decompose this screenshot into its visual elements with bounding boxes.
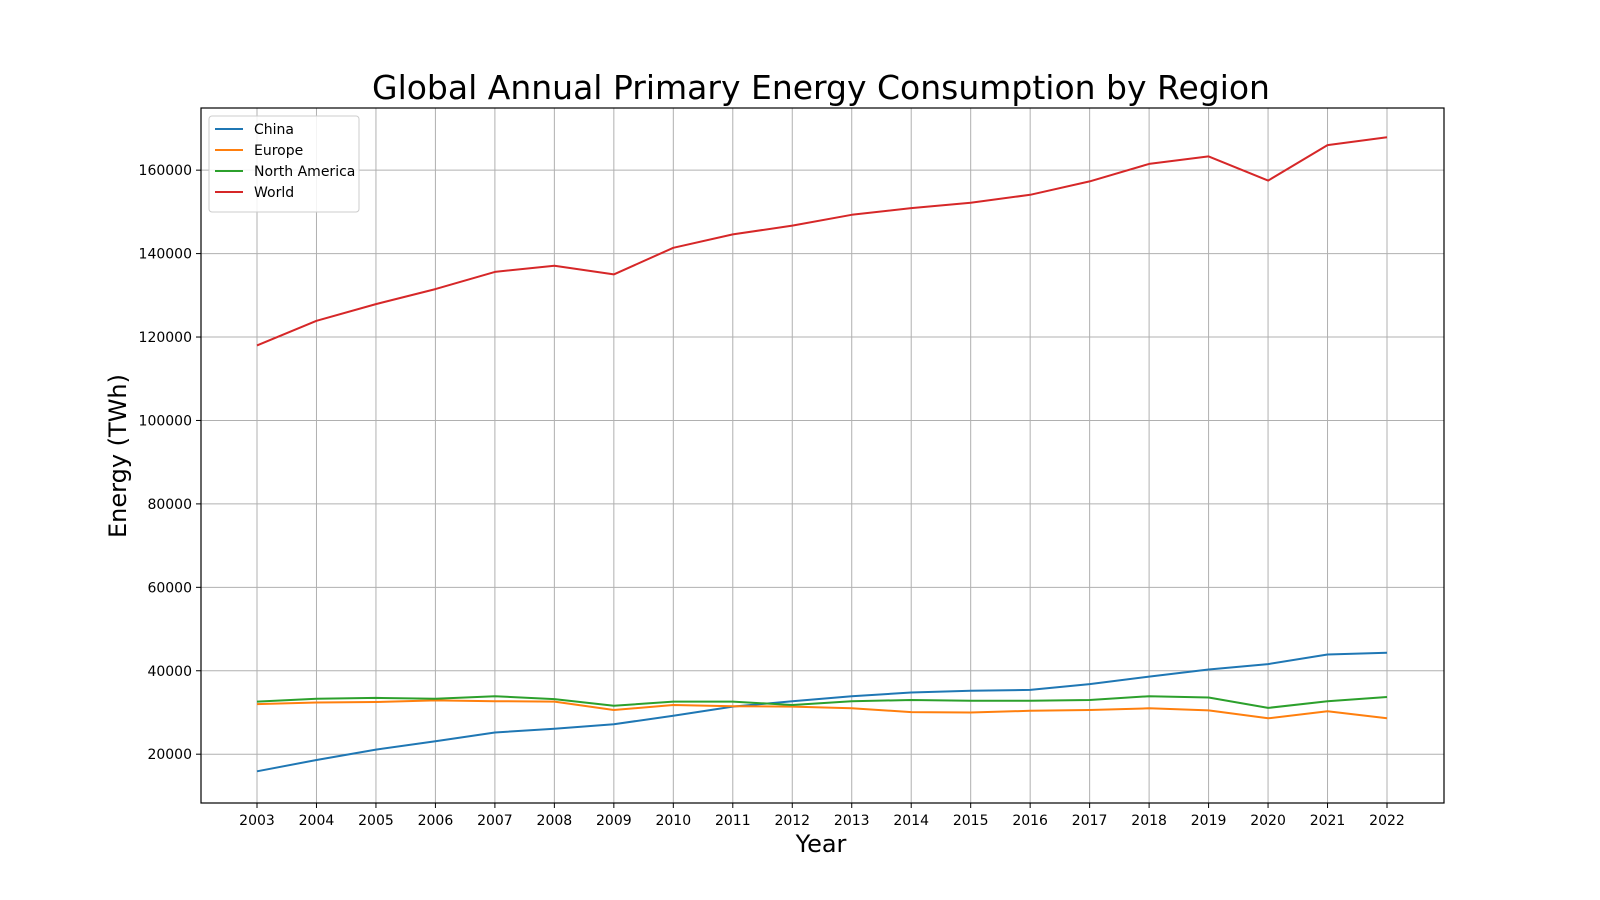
legend-label: China xyxy=(254,122,294,138)
legend: China Europe North America World xyxy=(208,115,360,213)
ticks: 2003 2004 2005 2006 2007 2008 2009 2010 2011 2012… xyxy=(139,163,1405,829)
x-tick-label: 2015 xyxy=(953,813,989,829)
x-tick-label: 2003 xyxy=(239,813,275,829)
x-tick-label: 2005 xyxy=(358,813,394,829)
chart-title: Global Annual Primary Energy Consumption… xyxy=(372,68,1270,107)
legend-label: Europe xyxy=(254,143,303,159)
legend-label: World xyxy=(254,185,294,201)
x-tick-label: 2012 xyxy=(774,813,810,829)
y-tick-label: 160000 xyxy=(139,163,192,179)
series-line-world xyxy=(256,136,1388,347)
x-tick-label: 2019 xyxy=(1191,813,1227,829)
plot-frame xyxy=(200,107,1445,804)
grid xyxy=(201,108,1444,803)
x-tick-label: 2008 xyxy=(537,813,573,829)
y-tick-label: 60000 xyxy=(147,580,192,596)
series-line-europe xyxy=(256,699,1388,720)
x-tick-label: 2011 xyxy=(715,813,751,829)
x-tick-label: 2013 xyxy=(834,813,870,829)
y-tick-label: 80000 xyxy=(147,497,192,513)
y-tick-label: 140000 xyxy=(139,247,192,263)
x-axis-label: Year xyxy=(795,830,847,858)
x-tick-label: 2022 xyxy=(1369,813,1405,829)
x-tick-label: 2020 xyxy=(1250,813,1286,829)
x-tick-label: 2018 xyxy=(1131,813,1167,829)
y-tick-label: 40000 xyxy=(147,664,192,680)
y-axis-label: Energy (TWh) xyxy=(104,374,132,538)
x-tick-label: 2014 xyxy=(893,813,929,829)
x-tick-label: 2007 xyxy=(477,813,513,829)
x-tick-label: 2016 xyxy=(1012,813,1048,829)
x-tick-label: 2009 xyxy=(596,813,632,829)
y-tick-label: 120000 xyxy=(139,330,192,346)
x-tick-label: 2004 xyxy=(299,813,335,829)
y-tick-label: 100000 xyxy=(139,413,192,429)
x-tick-label: 2010 xyxy=(655,813,691,829)
x-tick-label: 2006 xyxy=(418,813,454,829)
y-tick-label: 20000 xyxy=(147,747,192,763)
legend-box xyxy=(208,115,360,213)
legend-label: North America xyxy=(254,164,355,180)
x-tick-label: 2017 xyxy=(1072,813,1108,829)
axes xyxy=(200,107,1445,804)
series-line-north-america xyxy=(256,695,1388,709)
x-tick-label: 2021 xyxy=(1310,813,1346,829)
series-lines xyxy=(256,136,1388,773)
series-line-china xyxy=(256,651,1388,773)
